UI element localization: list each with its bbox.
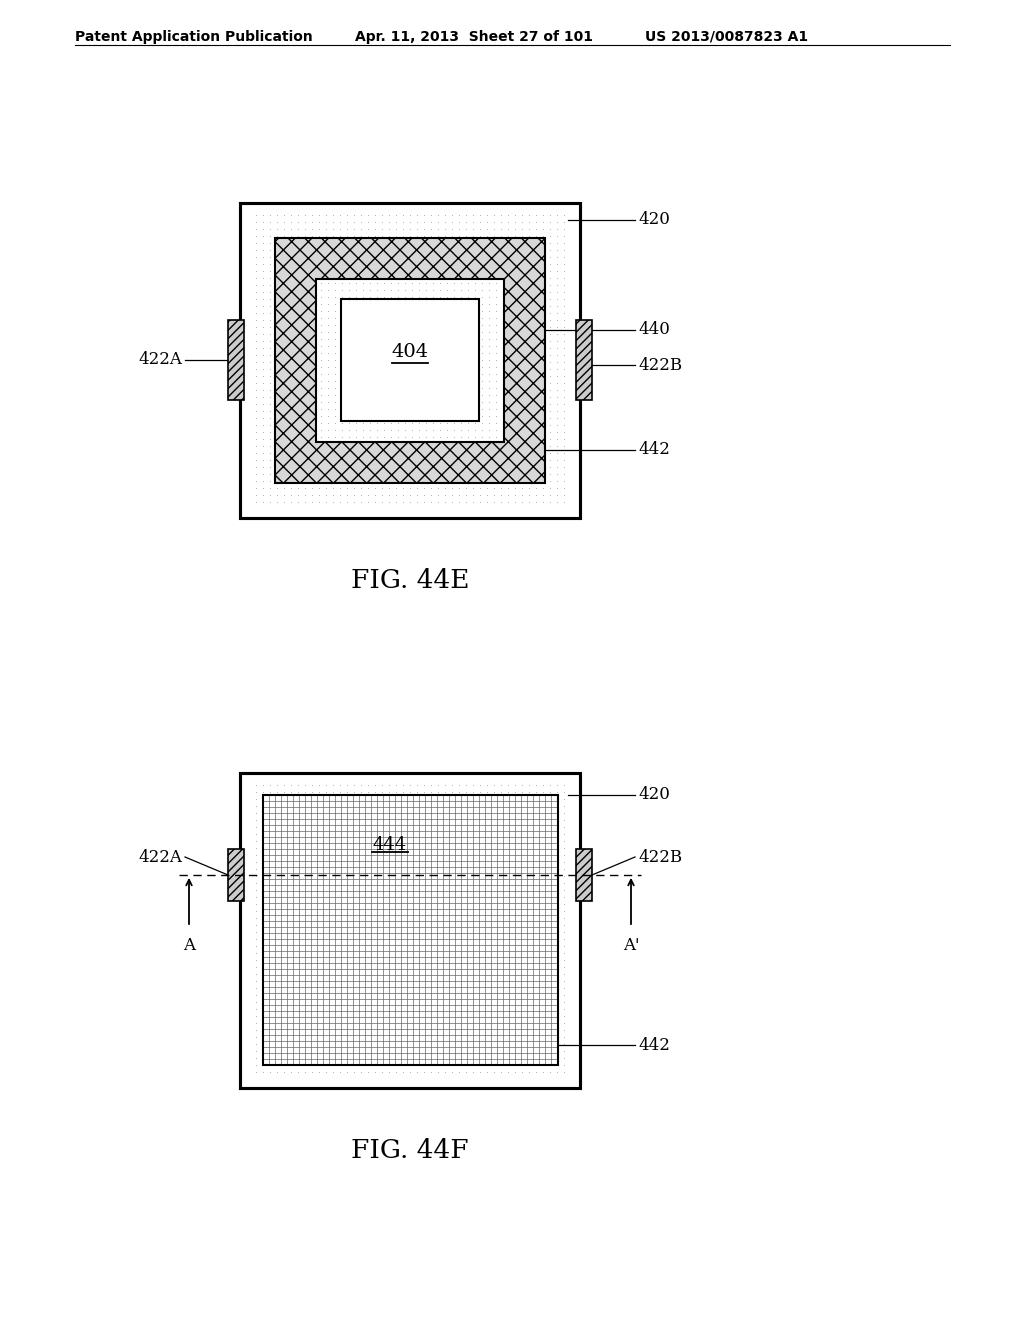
Text: A: A [183, 937, 195, 954]
Text: 422B: 422B [638, 356, 682, 374]
Bar [228, 849, 244, 902]
Text: Patent Application Publication: Patent Application Publication [75, 30, 312, 44]
Text: FIG. 44E: FIG. 44E [351, 568, 469, 593]
Bar [240, 202, 580, 517]
Bar [240, 772, 580, 1088]
Bar [316, 279, 504, 441]
Bar [240, 202, 580, 517]
Bar [228, 319, 244, 400]
Text: Apr. 11, 2013  Sheet 27 of 101: Apr. 11, 2013 Sheet 27 of 101 [355, 30, 593, 44]
Text: US 2013/0087823 A1: US 2013/0087823 A1 [645, 30, 808, 44]
Bar [262, 795, 557, 1065]
Bar [240, 772, 580, 1088]
Text: 442: 442 [638, 1036, 670, 1053]
Text: 420: 420 [638, 785, 670, 803]
Text: 442: 442 [638, 441, 670, 458]
Text: 444: 444 [373, 836, 408, 854]
Text: 422B: 422B [638, 849, 682, 866]
Bar [575, 849, 592, 902]
Bar [275, 238, 545, 483]
Text: 422A: 422A [138, 849, 182, 866]
Text: FIG. 44F: FIG. 44F [351, 1138, 469, 1163]
Text: 440: 440 [638, 322, 670, 338]
Text: 422A: 422A [138, 351, 182, 368]
Bar [575, 319, 592, 400]
Text: 420: 420 [638, 211, 670, 228]
Bar [316, 279, 504, 441]
Text: 404: 404 [391, 343, 429, 360]
Bar [262, 795, 557, 1065]
Text: A': A' [623, 937, 639, 954]
Bar [341, 300, 479, 421]
